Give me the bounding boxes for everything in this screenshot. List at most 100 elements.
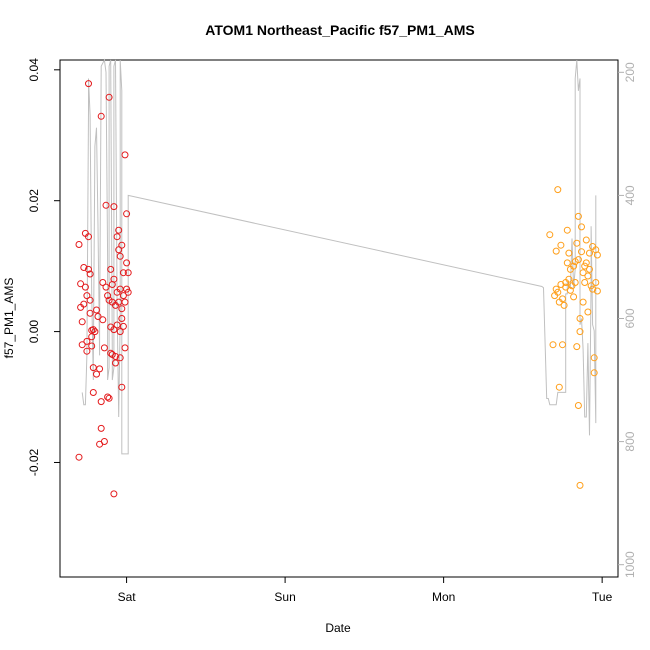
data-point — [121, 298, 129, 306]
right-y-tick-label: 200 — [623, 62, 637, 82]
chart-title: ATOM1 Northeast_Pacific f57_PM1_AMS — [205, 22, 474, 38]
right-y-tick-label: 600 — [623, 308, 637, 328]
data-point — [566, 286, 574, 294]
data-point — [112, 359, 119, 367]
data-point — [554, 186, 562, 194]
data-point — [565, 275, 573, 283]
x-tick-label: Sun — [274, 590, 295, 604]
data-point — [83, 292, 91, 300]
data-point — [100, 438, 108, 445]
data-point — [590, 369, 598, 377]
data-point — [584, 272, 592, 280]
data-point — [86, 270, 94, 278]
data-point — [119, 269, 127, 277]
data-point — [107, 349, 115, 357]
data-point — [78, 341, 86, 349]
data-point — [97, 398, 105, 406]
data-point — [565, 249, 573, 257]
x-axis: Sat Sun Mon Tue — [118, 577, 613, 604]
y-axis-label: f57_PM1_AMS — [2, 278, 16, 359]
data-point — [93, 306, 100, 314]
data-point — [86, 296, 94, 304]
data-point — [586, 265, 593, 273]
data-point — [124, 288, 132, 296]
data-point — [574, 212, 582, 220]
data-point — [573, 239, 581, 247]
data-point — [546, 231, 554, 239]
data-point — [89, 389, 97, 396]
data-point — [89, 364, 97, 372]
y-tick-label: 0.02 — [27, 189, 41, 213]
data-point — [91, 328, 99, 336]
data-point — [83, 347, 91, 355]
data-point — [587, 282, 595, 290]
data-point — [100, 344, 108, 352]
data-point — [559, 295, 566, 303]
data-point — [97, 424, 105, 432]
data-point — [119, 322, 127, 330]
data-point — [110, 275, 118, 283]
data-point — [77, 280, 85, 288]
data-point — [110, 203, 118, 211]
data-point — [89, 326, 97, 334]
data-point — [85, 80, 92, 88]
data-point — [116, 354, 124, 362]
y-tick-label: 0.00 — [27, 320, 41, 344]
data-point — [552, 247, 560, 255]
data-point — [123, 210, 131, 218]
data-point — [578, 223, 585, 231]
data-point — [104, 393, 112, 401]
y-tick-label: 0.04 — [27, 58, 41, 82]
data-point — [121, 151, 129, 159]
data-point — [110, 490, 118, 498]
points-layer — [75, 80, 601, 498]
data-point — [579, 298, 587, 306]
data-point — [584, 308, 592, 316]
data-point — [118, 383, 126, 391]
data-point — [85, 233, 92, 241]
data-point — [559, 341, 566, 349]
data-point — [81, 283, 89, 291]
data-point — [581, 279, 589, 286]
data-point — [586, 249, 593, 257]
data-point — [99, 316, 107, 324]
y-axis: -0.02 0.00 0.02 0.04 — [27, 58, 60, 476]
data-point — [102, 201, 110, 209]
data-point — [582, 236, 590, 244]
data-point — [104, 292, 112, 300]
data-point — [593, 287, 601, 295]
data-point — [97, 112, 105, 120]
right-y-tick-label: 1000 — [623, 551, 637, 578]
data-point — [118, 305, 126, 313]
right-y-tick-label: 800 — [623, 431, 637, 451]
data-point — [582, 259, 590, 267]
data-point — [102, 283, 110, 291]
data-point — [578, 248, 585, 256]
data-point — [115, 226, 123, 234]
data-point — [88, 333, 96, 341]
data-point — [574, 256, 582, 264]
data-point — [589, 285, 597, 293]
data-point — [110, 326, 118, 334]
data-point — [85, 265, 92, 273]
data-point — [592, 279, 600, 286]
data-point — [576, 328, 584, 336]
data-point — [557, 241, 565, 249]
data-point — [590, 354, 598, 362]
data-point — [80, 300, 88, 308]
data-point — [570, 293, 578, 301]
x-tick-label: Tue — [592, 590, 613, 604]
x-tick-label: Mon — [432, 590, 455, 604]
data-point — [574, 402, 582, 409]
data-point — [96, 365, 104, 373]
data-point — [554, 288, 562, 296]
data-point — [123, 259, 131, 267]
data-point — [75, 241, 83, 248]
data-point — [105, 93, 113, 101]
data-point — [78, 318, 86, 326]
data-point — [107, 265, 115, 273]
data-point — [116, 252, 124, 260]
data-point — [562, 283, 570, 291]
data-point — [570, 262, 578, 270]
